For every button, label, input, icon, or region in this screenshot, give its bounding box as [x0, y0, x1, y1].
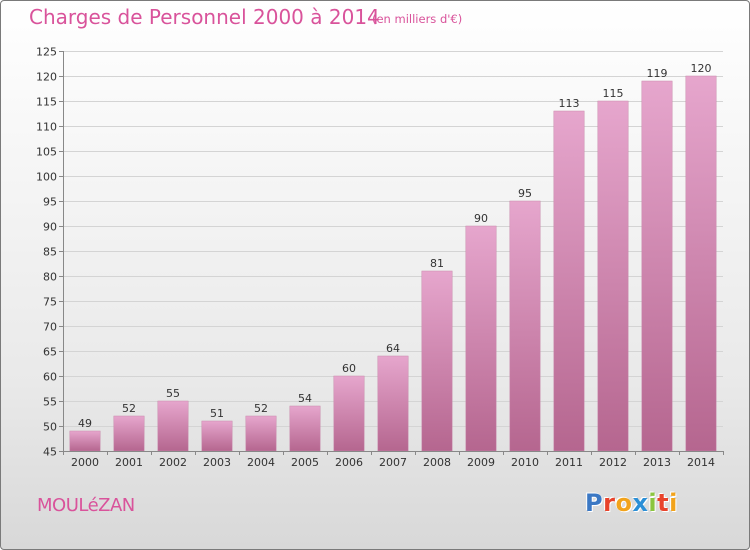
data-label: 120	[691, 62, 712, 75]
chart-title: Charges de Personnel 2000 à 2014	[29, 5, 380, 29]
bar	[333, 375, 365, 452]
bar	[377, 355, 409, 452]
data-label: 115	[603, 87, 624, 100]
bar	[553, 110, 585, 452]
bar	[641, 80, 673, 452]
data-label: 52	[254, 402, 268, 415]
y-tick-label: 90	[43, 221, 57, 234]
data-label: 64	[386, 342, 400, 355]
y-tick-label: 65	[43, 346, 57, 359]
y-tick-label: 70	[43, 321, 57, 334]
chart-subtitle: (en milliers d'€)	[372, 12, 463, 26]
x-tick-label: 2012	[599, 456, 627, 469]
x-tick-label: 2001	[115, 456, 143, 469]
logo-letter: i	[648, 489, 658, 517]
data-label: 55	[166, 387, 180, 400]
logo-letter: t	[657, 489, 670, 517]
logo-letter: r	[603, 489, 616, 517]
logo-letter: P	[585, 489, 604, 517]
proxiti-logo: Proxiti	[585, 489, 678, 517]
logo-letter: i	[669, 489, 678, 517]
data-label: 119	[647, 67, 668, 80]
logo-letter: o	[615, 489, 633, 517]
y-tick-label: 50	[43, 421, 57, 434]
x-tick-label: 2014	[687, 456, 715, 469]
bar	[201, 420, 233, 452]
y-tick-label: 105	[36, 146, 57, 159]
data-label: 54	[298, 392, 312, 405]
bar	[245, 415, 277, 452]
data-label: 49	[78, 417, 92, 430]
y-tick-label: 110	[36, 121, 57, 134]
bar	[69, 430, 101, 452]
x-tick-label: 2011	[555, 456, 583, 469]
y-tick-label: 100	[36, 171, 57, 184]
bar	[685, 75, 717, 452]
x-tick-label: 2004	[247, 456, 275, 469]
y-tick-label: 125	[36, 46, 57, 59]
logo-letter: x	[632, 489, 649, 517]
x-tick-label: 2002	[159, 456, 187, 469]
x-tick-label: 2010	[511, 456, 539, 469]
place-name: MOULéZAN	[37, 495, 135, 516]
data-label: 90	[474, 212, 488, 225]
bar	[421, 270, 453, 452]
data-label: 113	[559, 97, 580, 110]
bars: 49 52 55 51 52 54 60 64 81 90 95 113 115 119 120	[69, 62, 717, 452]
x-tick-label: 2008	[423, 456, 451, 469]
y-tick-label: 45	[43, 446, 57, 459]
x-tick-label: 2000	[71, 456, 99, 469]
y-tick-label: 85	[43, 246, 57, 259]
x-tick-label: 2005	[291, 456, 319, 469]
axes: 45 50 55 60 65 70 75 80 85 90 95 100 105 110 115 120 125…	[36, 46, 724, 469]
y-tick-label: 55	[43, 396, 57, 409]
bar	[157, 400, 189, 452]
bar	[597, 100, 629, 452]
data-label: 52	[122, 402, 136, 415]
y-tick-label: 95	[43, 196, 57, 209]
bar	[509, 200, 541, 452]
y-tick-label: 75	[43, 296, 57, 309]
x-tick-label: 2013	[643, 456, 671, 469]
y-tick-label: 60	[43, 371, 57, 384]
data-label: 95	[518, 187, 532, 200]
data-label: 60	[342, 362, 356, 375]
bar	[465, 225, 497, 452]
x-tick-label: 2003	[203, 456, 231, 469]
bar	[289, 405, 321, 452]
x-tick-label: 2006	[335, 456, 363, 469]
y-tick-label: 120	[36, 71, 57, 84]
data-label: 51	[210, 407, 224, 420]
bar	[113, 415, 145, 452]
y-tick-label: 115	[36, 96, 57, 109]
y-tick-label: 80	[43, 271, 57, 284]
data-label: 81	[430, 257, 444, 270]
x-tick-label: 2007	[379, 456, 407, 469]
x-tick-label: 2009	[467, 456, 495, 469]
